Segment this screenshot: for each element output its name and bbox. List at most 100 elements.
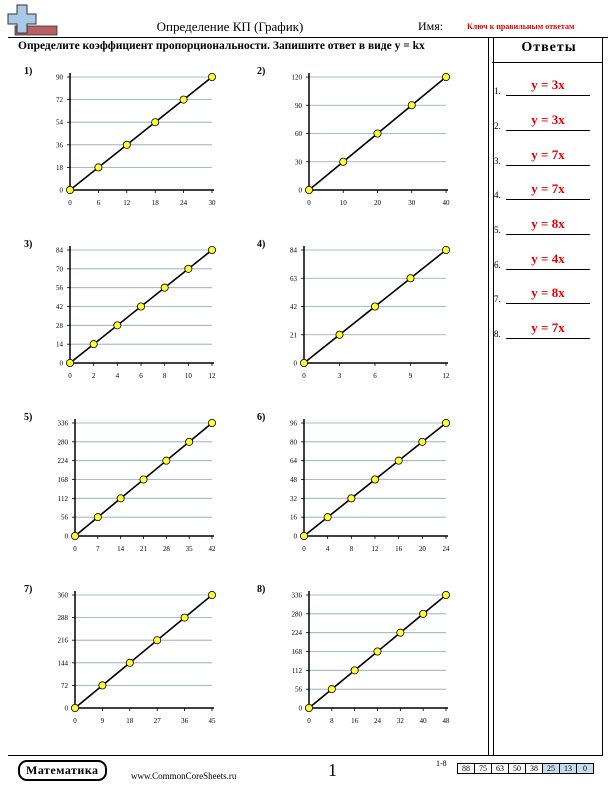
x-tick-label: 0 — [307, 199, 311, 207]
x-tick-label: 4 — [116, 372, 120, 380]
score-cell: 88 — [457, 763, 475, 774]
answer-number: 6. — [494, 260, 501, 270]
x-tick-label: 0 — [68, 372, 72, 380]
y-tick-label: 216 — [58, 637, 69, 645]
x-tick-label: 0 — [73, 717, 77, 725]
data-point — [323, 513, 332, 522]
score-cell: 50 — [508, 763, 526, 774]
data-point — [207, 245, 216, 254]
data-point — [304, 704, 313, 713]
y-tick-label: 360 — [58, 592, 69, 600]
y-tick-label: 288 — [58, 614, 69, 622]
y-tick-label: 32 — [290, 495, 298, 503]
page-number: 1 — [328, 760, 337, 780]
data-point — [299, 358, 308, 367]
answer-line — [506, 199, 590, 200]
x-tick-label: 6 — [139, 372, 143, 380]
data-point — [160, 283, 169, 292]
plus-minus-icon — [7, 4, 58, 36]
answer-row: 5. y = 8x — [494, 207, 600, 237]
x-tick-label: 21 — [140, 545, 148, 553]
data-point — [207, 591, 216, 600]
data-point — [93, 513, 102, 522]
y-tick-label: 14 — [56, 341, 64, 349]
data-point — [125, 658, 134, 667]
y-tick-label: 90 — [295, 102, 303, 110]
y-tick-label: 42 — [290, 303, 298, 311]
data-point — [418, 437, 427, 446]
y-tick-label: 64 — [290, 457, 298, 465]
y-tick-label: 18 — [56, 164, 64, 172]
data-point — [66, 185, 75, 194]
x-tick-label: 0 — [302, 372, 306, 380]
problem-label: 7) — [24, 584, 32, 595]
y-tick-label: 54 — [56, 119, 64, 127]
y-tick-label: 56 — [295, 686, 303, 694]
y-tick-label: 96 — [290, 420, 298, 428]
x-tick-label: 20 — [374, 199, 382, 207]
x-tick-label: 12 — [372, 545, 380, 553]
problem-label: 2) — [257, 66, 265, 77]
answer-row: 4. y = 7x — [494, 172, 600, 202]
data-point — [116, 494, 125, 503]
score-cell: 25 — [542, 763, 560, 774]
y-tick-label: 0 — [299, 705, 303, 713]
data-point — [441, 73, 450, 82]
y-tick-label: 0 — [65, 705, 69, 713]
answer-value: y = 7x — [531, 320, 565, 335]
x-tick-label: 10 — [340, 199, 348, 207]
score-cell: 0 — [576, 763, 594, 774]
x-tick-label: 7 — [96, 545, 100, 553]
answer-number: 8. — [494, 329, 501, 339]
x-tick-label: 0 — [68, 199, 72, 207]
data-point — [406, 274, 415, 283]
x-tick-label: 35 — [186, 545, 194, 553]
y-tick-label: 168 — [292, 648, 303, 656]
data-point — [162, 456, 171, 465]
x-tick-label: 27 — [154, 717, 162, 725]
y-tick-label: 120 — [292, 74, 303, 82]
problem-label: 1) — [24, 66, 32, 77]
y-tick-label: 80 — [290, 438, 298, 446]
data-point — [151, 118, 160, 127]
y-tick-label: 56 — [61, 514, 69, 522]
answer-number: 5. — [494, 225, 501, 235]
y-tick-label: 280 — [292, 610, 303, 618]
x-tick-label: 28 — [163, 545, 171, 553]
y-tick-label: 336 — [58, 420, 69, 428]
y-tick-label: 112 — [292, 667, 303, 675]
right-border — [602, 37, 603, 755]
data-point — [122, 140, 131, 149]
y-tick-label: 48 — [290, 476, 298, 484]
y-tick-label: 0 — [299, 187, 303, 195]
x-tick-label: 40 — [420, 717, 428, 725]
answer-line — [506, 130, 590, 131]
data-point — [66, 358, 75, 367]
data-point — [136, 302, 145, 311]
data-point — [89, 340, 98, 349]
data-point — [184, 264, 193, 273]
name-label: Имя: — [418, 19, 444, 33]
problem-label: 4) — [257, 239, 265, 250]
x-tick-label: 14 — [117, 545, 125, 553]
answer-line — [506, 303, 590, 304]
x-tick-label: 36 — [181, 717, 189, 725]
problem-label: 8) — [257, 584, 265, 595]
answer-line — [506, 338, 590, 339]
score-range: 1-8 — [436, 759, 447, 768]
x-tick-label: 40 — [443, 199, 451, 207]
answer-row: 3. y = 7x — [494, 138, 600, 168]
site-url: www.CommonCoreSheets.ru — [131, 771, 237, 781]
x-tick-label: 24 — [374, 717, 382, 725]
answer-value: y = 8x — [531, 216, 565, 231]
data-point — [350, 666, 359, 675]
data-point — [139, 475, 148, 484]
score-cell: 63 — [491, 763, 509, 774]
data-point — [207, 73, 216, 82]
x-tick-label: 45 — [209, 717, 217, 725]
x-tick-label: 10 — [185, 372, 193, 380]
data-point — [441, 418, 450, 427]
score-table: 88 75 63 50 38 25 13 0 — [457, 758, 594, 776]
y-tick-label: 36 — [56, 141, 64, 149]
data-point — [207, 418, 216, 427]
